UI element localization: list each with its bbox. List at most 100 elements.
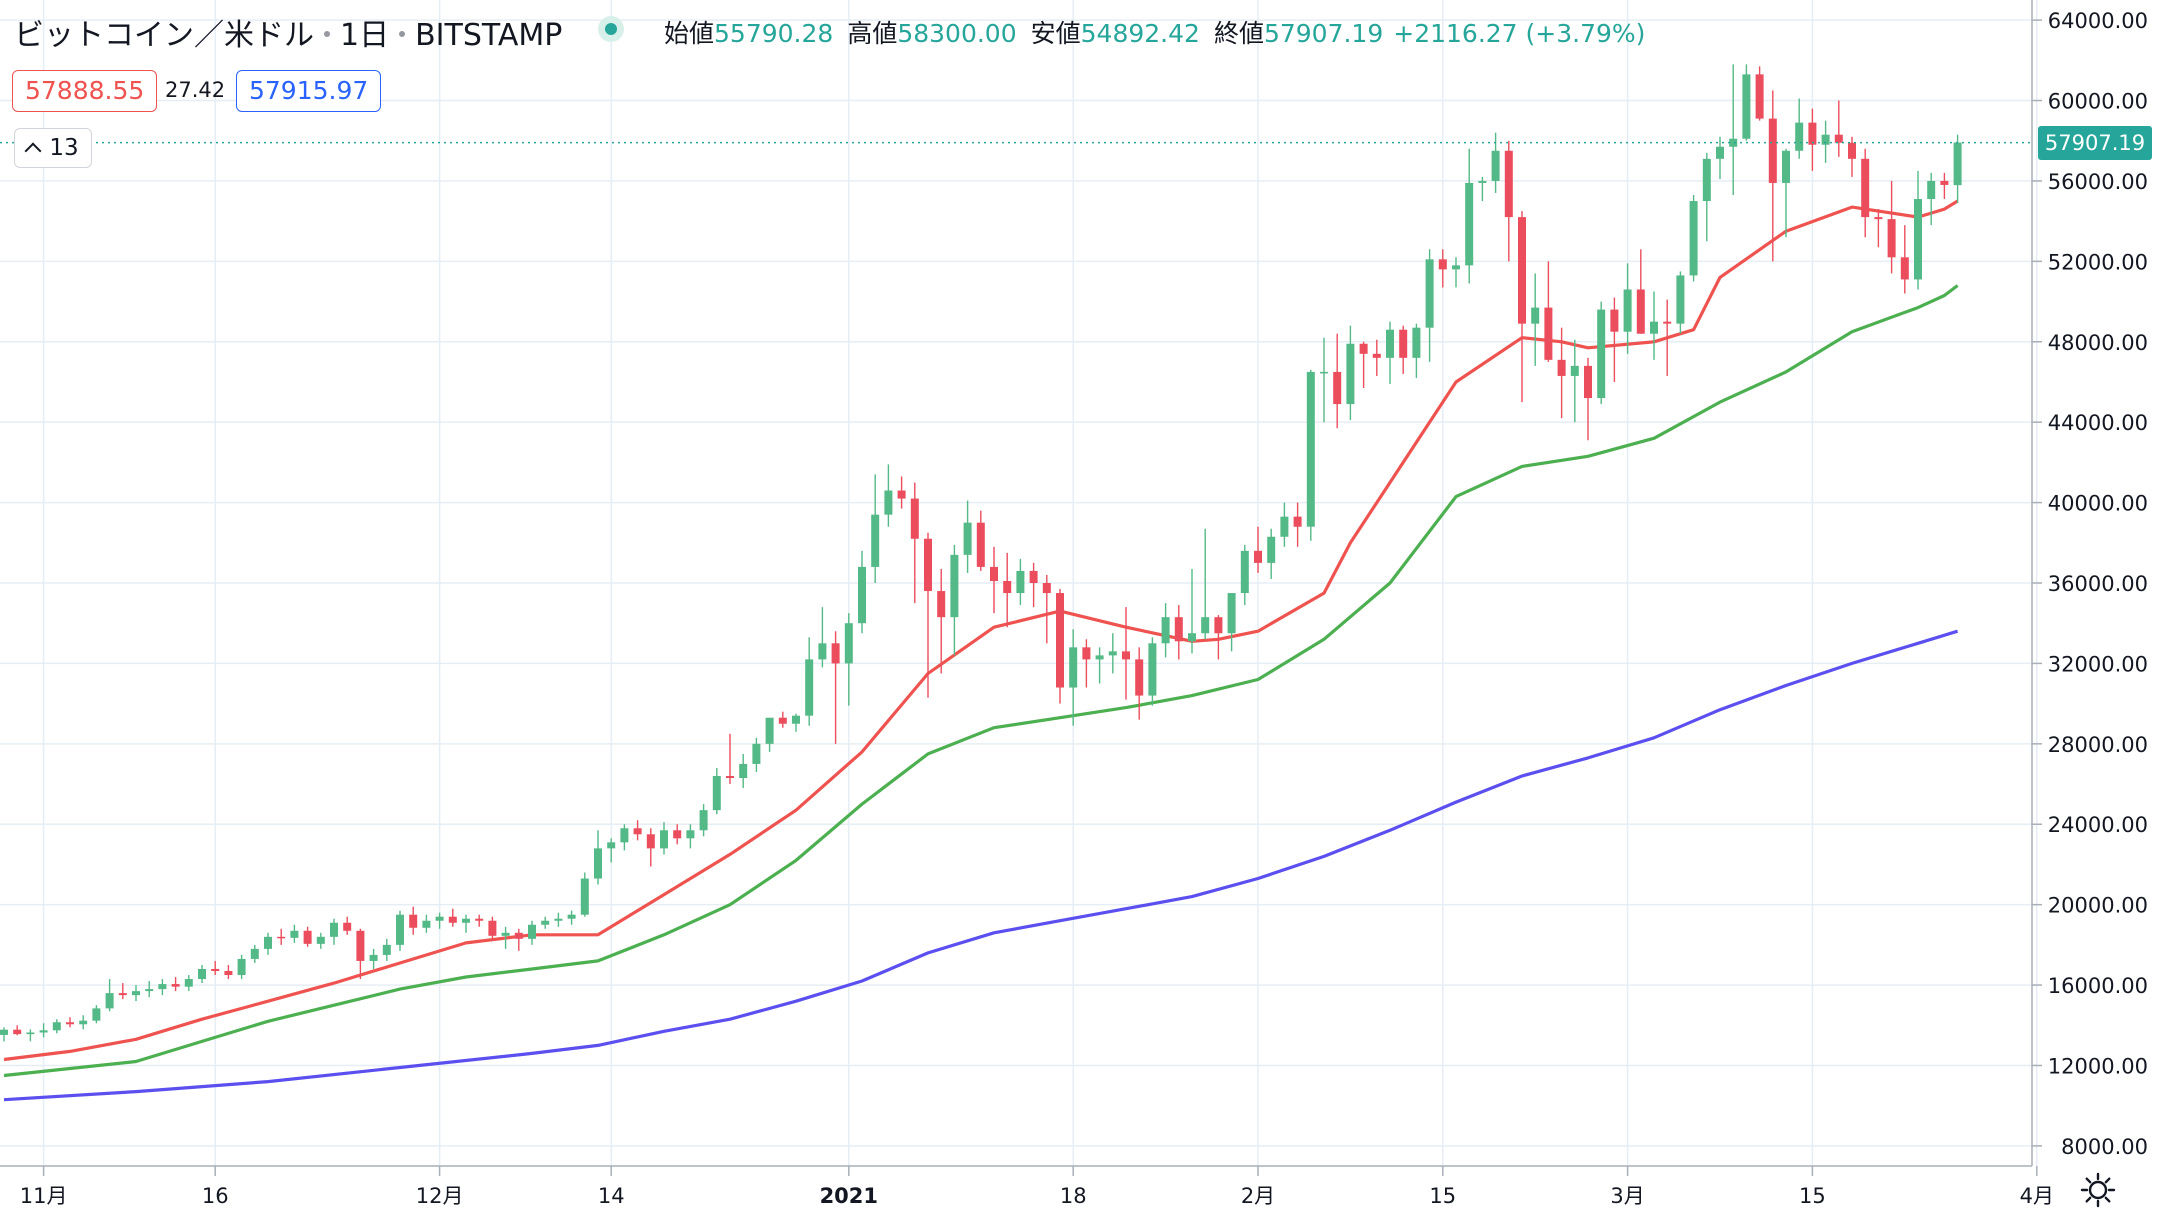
candle-body <box>1227 593 1236 634</box>
candle-up <box>1729 64 1738 196</box>
candle-body <box>1702 158 1711 202</box>
candle-down <box>1518 211 1526 403</box>
candle-up <box>422 914 431 933</box>
candle-down <box>976 510 985 571</box>
candle-down <box>1768 90 1777 262</box>
candle-down <box>910 482 919 604</box>
candle-body <box>1016 570 1025 594</box>
line-ma_mid <box>3 284 1959 1078</box>
candle-body <box>1465 182 1474 266</box>
candle-down <box>1755 66 1764 121</box>
separator-dot-icon <box>399 30 406 37</box>
candle-down <box>514 928 523 951</box>
candle-up <box>805 637 814 726</box>
candle-body <box>1570 365 1579 376</box>
candle-down <box>673 824 682 845</box>
candle-up <box>396 910 404 951</box>
candle-up <box>1240 544 1249 606</box>
candle-up <box>858 550 866 634</box>
y-tick-label: 20000.00 <box>2048 894 2148 918</box>
candle-up <box>950 544 959 656</box>
candle-up <box>105 979 114 1012</box>
market-status-icon[interactable] <box>598 16 624 42</box>
close-label: 終値 <box>1213 19 1264 48</box>
candle-up <box>567 910 576 925</box>
price-axis[interactable]: 8000.00 12000.00 16000.00 20000.00 24000.00 2… <box>2032 9 2148 1159</box>
exchange-label: BITSTAMP <box>415 18 563 53</box>
candle-body <box>1900 257 1909 280</box>
candle-body <box>435 916 444 921</box>
candle-down <box>1504 140 1513 262</box>
candle-body <box>1848 142 1856 159</box>
candle-up <box>1227 593 1236 652</box>
candle-body <box>910 498 919 539</box>
candle-down <box>1135 647 1144 720</box>
candle-down <box>726 733 734 785</box>
candle-down <box>1174 605 1183 660</box>
y-tick-label: 64000.00 <box>2048 9 2148 33</box>
spread-value: 27.42 <box>165 78 226 102</box>
y-tick-label: 8000.00 <box>2061 1135 2148 1159</box>
indicators-count: 13 <box>49 135 79 161</box>
y-tick-label: 28000.00 <box>2048 733 2148 757</box>
candle-down <box>1848 136 1856 177</box>
interval-label: 1日 <box>340 18 390 53</box>
candle-body <box>805 659 814 716</box>
candle-body <box>739 763 748 779</box>
candle-down <box>1029 562 1038 608</box>
y-tick-label: 56000.00 <box>2048 170 2148 194</box>
candle-up <box>871 474 880 583</box>
candle-body <box>1597 309 1606 399</box>
high-value: 58300.00 <box>897 19 1017 48</box>
candle-up <box>330 918 338 945</box>
candle-down <box>1082 639 1091 688</box>
gear-icon[interactable] <box>2080 1172 2116 1208</box>
candle-down <box>1636 249 1645 334</box>
candle-body <box>448 916 457 923</box>
candle-body <box>488 920 497 936</box>
candle-body <box>580 878 589 915</box>
candle-up <box>1306 369 1315 541</box>
candle-body <box>237 958 246 976</box>
candle-body <box>1135 659 1144 696</box>
candle-up <box>1095 647 1104 684</box>
candle-down <box>356 928 365 980</box>
candle-down <box>13 1025 22 1036</box>
candle-body <box>1333 371 1342 405</box>
candle-body <box>554 918 563 921</box>
time-axis[interactable]: 11月 16 12月 14 2021 18 2月 15 3月 15 4月 <box>20 1166 2054 1208</box>
candle-up <box>79 1015 88 1030</box>
candle-body <box>871 514 880 567</box>
candle-body <box>1254 550 1262 563</box>
candle-up <box>1953 134 1962 204</box>
candle-up <box>792 713 800 732</box>
chart-grid <box>0 0 2038 1166</box>
candle-down <box>646 828 655 867</box>
buy-price-button[interactable]: 57915.97 <box>236 70 382 112</box>
symbol-title[interactable]: ビットコイン／米ドル 1日 BITSTAMP <box>14 10 562 54</box>
candle-body <box>897 490 906 499</box>
candle-down <box>343 916 352 935</box>
sell-price-button[interactable]: 57888.55 <box>12 70 158 112</box>
candle-up <box>1465 148 1474 284</box>
candle-up <box>1531 273 1540 366</box>
candle-body <box>1069 647 1078 688</box>
candle-up <box>158 979 167 996</box>
candle-up <box>765 717 774 752</box>
candle-up <box>184 975 193 992</box>
candle-body <box>1214 617 1223 634</box>
x-tick-label: 3月 <box>1610 1184 1644 1208</box>
change-value: +2116.27 (+3.79%) <box>1393 19 1646 48</box>
x-tick-label: 15 <box>1429 1184 1456 1208</box>
x-tick-label: 16 <box>202 1184 229 1208</box>
candle-body <box>39 1030 48 1033</box>
candle-body <box>1122 651 1130 660</box>
candle-body <box>1610 309 1619 332</box>
candle-up <box>1570 339 1579 423</box>
indicators-toggle-button[interactable]: 13 <box>14 128 92 168</box>
candle-body <box>1003 580 1012 594</box>
candle-body <box>1438 259 1447 270</box>
candle-body <box>66 1022 74 1025</box>
candle-body <box>844 623 853 664</box>
